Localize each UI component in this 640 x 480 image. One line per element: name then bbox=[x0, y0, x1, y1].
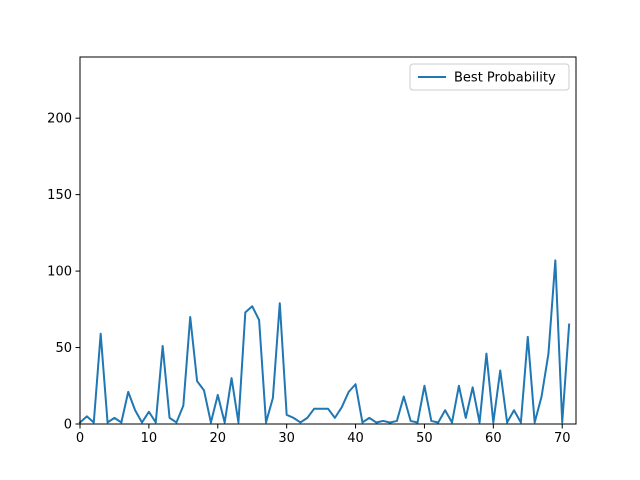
plot-frame bbox=[79, 56, 577, 425]
legend: Best Probability bbox=[409, 63, 570, 91]
x-tick-label: 40 bbox=[347, 431, 364, 446]
x-tick-label: 0 bbox=[76, 431, 84, 446]
legend-box bbox=[409, 63, 570, 91]
legend-label: Best Probability bbox=[454, 71, 556, 86]
y-tick-label: 200 bbox=[47, 112, 72, 127]
series-line-0 bbox=[78, 259, 571, 424]
y-tick-label: 50 bbox=[55, 341, 72, 356]
x-tick-label: 70 bbox=[554, 431, 571, 446]
x-tick-label: 30 bbox=[278, 431, 295, 446]
y-tick-label: 100 bbox=[47, 265, 72, 280]
y-tick-label: 150 bbox=[47, 188, 72, 203]
x-tick-label: 60 bbox=[485, 431, 502, 446]
x-tick-label: 20 bbox=[210, 431, 227, 446]
x-tick-label: 50 bbox=[416, 431, 433, 446]
plot-layer bbox=[78, 259, 571, 424]
x-tick-label: 10 bbox=[141, 431, 158, 446]
y-tick-label: 0 bbox=[64, 418, 72, 433]
axes-layer: 0 10 20 30 40 50 60 70 0 50 100 150 200 bbox=[47, 56, 577, 446]
